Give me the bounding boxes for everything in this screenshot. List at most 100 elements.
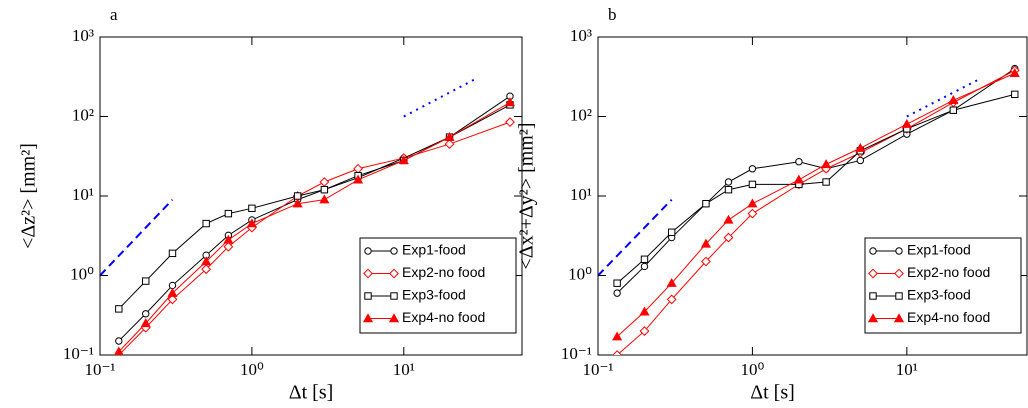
legend-box	[359, 237, 517, 334]
marker	[319, 177, 330, 187]
y-tick-label: 10⁻¹	[63, 344, 94, 363]
marker	[142, 277, 150, 285]
legend-marker	[389, 268, 399, 279]
guide-line	[403, 77, 477, 118]
marker	[948, 95, 959, 104]
marker	[167, 294, 178, 305]
y-tick-label: 10³	[570, 26, 592, 45]
marker	[821, 159, 832, 169]
legend-label: Exp1-food	[907, 242, 971, 258]
x-axis-label: Δt [s]	[289, 382, 334, 404]
marker	[142, 310, 150, 318]
series-line	[616, 72, 1015, 338]
x-tick-label: 10⁰	[240, 360, 264, 379]
marker	[724, 178, 733, 186]
marker	[724, 186, 733, 194]
marker	[293, 192, 302, 200]
marker	[612, 331, 623, 341]
marker	[504, 97, 516, 107]
marker	[949, 106, 958, 114]
series-line	[118, 95, 511, 342]
y-axis-label: <Δz²> [mm²]	[18, 143, 40, 249]
marker	[140, 318, 151, 328]
x-tick-label: 10¹	[896, 360, 918, 379]
marker	[747, 198, 758, 208]
marker	[701, 256, 711, 267]
marker	[320, 186, 329, 194]
y-tick-label: 10⁰	[568, 264, 592, 283]
marker	[444, 139, 455, 149]
guide-line	[598, 198, 673, 277]
marker	[353, 174, 364, 184]
legend-label: Exp4-no food	[907, 309, 990, 325]
marker	[201, 264, 212, 275]
marker	[444, 131, 455, 141]
x-tick-label: 10⁻¹	[582, 360, 613, 379]
marker	[856, 156, 865, 165]
panel-label: b	[608, 5, 617, 24]
marker	[248, 204, 256, 213]
marker	[700, 238, 711, 248]
marker	[666, 294, 677, 305]
y-tick-label: 10³	[72, 26, 94, 45]
legend-marker	[388, 313, 400, 323]
y-tick-label: 10¹	[570, 185, 592, 204]
panel-label: a	[110, 5, 118, 24]
x-tick-label: 10⁰	[741, 360, 765, 379]
marker	[612, 350, 623, 355]
marker	[505, 117, 515, 128]
x-tick-label: 10¹	[393, 360, 415, 379]
marker	[353, 163, 363, 174]
legend-marker	[894, 268, 904, 279]
marker	[748, 180, 757, 189]
marker	[168, 281, 177, 290]
series-line	[616, 68, 1016, 294]
marker	[702, 200, 710, 208]
y-tick-label: 10⁻¹	[561, 344, 592, 363]
marker	[723, 214, 734, 224]
series-line	[118, 102, 511, 353]
marker	[168, 249, 177, 258]
legend-marker	[868, 268, 878, 279]
marker	[822, 178, 830, 186]
legend-label: Exp1-food	[402, 242, 466, 258]
marker	[723, 232, 734, 243]
y-tick-label: 10¹	[72, 185, 94, 204]
legend-marker	[895, 247, 903, 255]
marker	[319, 194, 330, 204]
legend-marker	[895, 292, 903, 300]
legend-label: Exp4-no food	[402, 309, 485, 325]
legend-marker	[364, 292, 372, 300]
marker	[246, 218, 257, 228]
legend-label: Exp2-no food	[907, 264, 990, 280]
marker	[1009, 68, 1020, 77]
legend-marker	[364, 247, 372, 255]
marker	[640, 262, 649, 271]
guide-line	[100, 198, 174, 277]
x-tick-label: 10⁻¹	[84, 360, 115, 379]
x-axis-label: Δt [s]	[750, 382, 795, 404]
marker	[202, 219, 210, 228]
plot-area	[598, 64, 1020, 355]
legend-marker	[867, 313, 879, 323]
marker	[666, 277, 677, 287]
guide-line	[906, 77, 981, 118]
legend-marker	[893, 313, 905, 323]
marker	[223, 241, 234, 252]
marker	[855, 142, 866, 152]
legend-marker	[362, 313, 374, 323]
marker	[224, 209, 233, 218]
marker	[667, 228, 676, 236]
y-axis-label: <Δx²+Δy²> [mm²]	[516, 123, 538, 270]
marker	[201, 256, 212, 266]
marker	[115, 305, 123, 313]
legend-label: Exp3-food	[402, 287, 466, 303]
series-line	[118, 121, 511, 355]
y-tick-label: 10⁰	[70, 264, 94, 283]
legend-label: Exp3-food	[907, 287, 971, 303]
marker	[639, 326, 650, 336]
legend-marker	[869, 247, 877, 255]
marker	[795, 158, 803, 166]
legend-marker	[390, 247, 398, 255]
